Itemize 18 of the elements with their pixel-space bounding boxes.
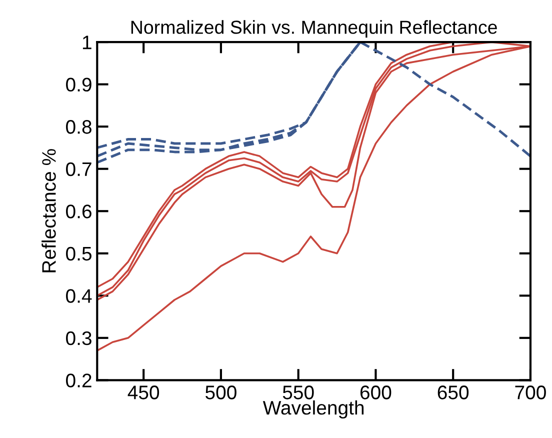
- y-tick-label: 0.7: [66, 162, 92, 176]
- y-tick-label: 0.3: [66, 331, 92, 346]
- x-axis-title: Wavelength: [262, 400, 364, 419]
- y-tick-label: 0.4: [66, 289, 92, 303]
- y-tick-label: 0.8: [66, 120, 92, 134]
- x-tick-label: 450: [128, 386, 160, 400]
- y-tick-label: 1: [82, 36, 92, 50]
- y-tick-label: 0.9: [66, 78, 92, 92]
- y-tick-label: 0.5: [66, 246, 92, 261]
- chart-title: Normalized Skin vs. Mannequin Reflectance: [131, 20, 497, 38]
- y-tick-label: 0.6: [66, 204, 92, 218]
- x-tick-label: 700: [515, 386, 546, 400]
- x-tick-label: 550: [282, 386, 314, 400]
- x-tick-label: 600: [360, 386, 392, 400]
- x-tick-label: 500: [206, 386, 236, 400]
- y-tick-label: 0.2: [66, 374, 92, 388]
- x-tick-label: 650: [438, 386, 469, 400]
- y-axis-title: Reflectance %: [42, 149, 56, 272]
